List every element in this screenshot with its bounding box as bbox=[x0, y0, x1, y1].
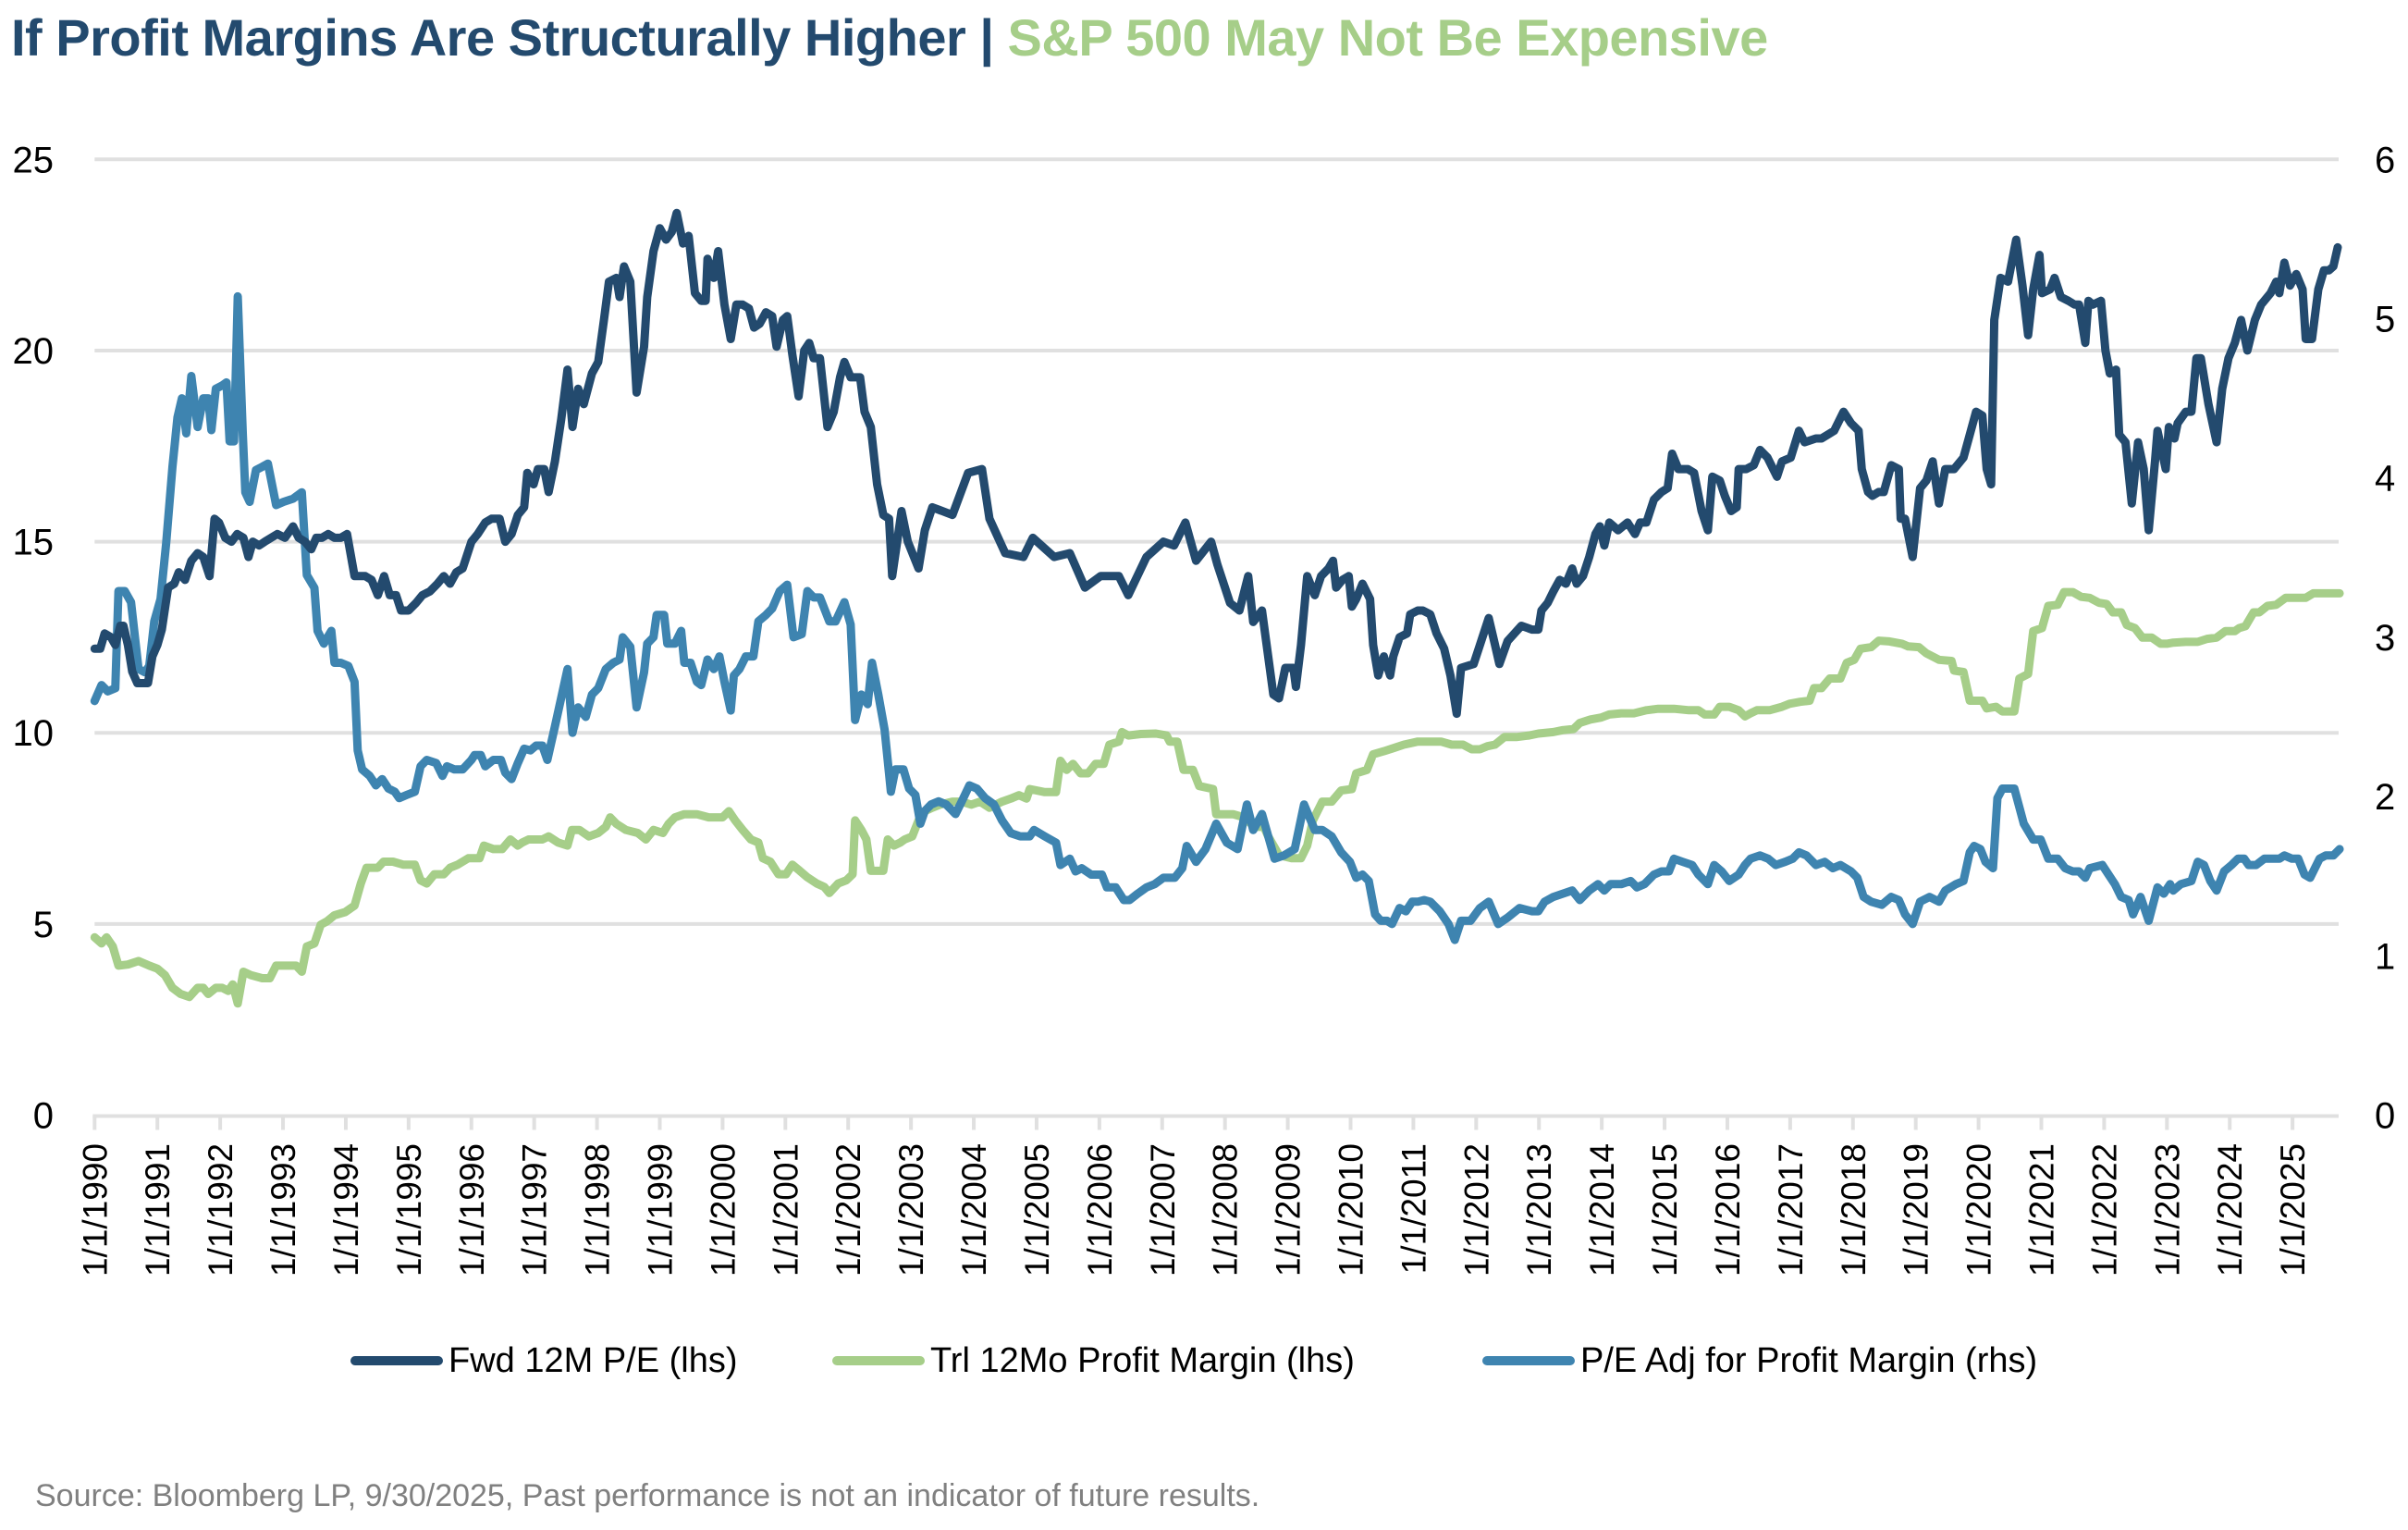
x-tick-label: 1/1/1992 bbox=[202, 1143, 240, 1277]
x-tick-label: 1/1/1990 bbox=[76, 1143, 114, 1277]
y-tick-label-left: 5 bbox=[33, 905, 54, 945]
y-tick-label-left: 10 bbox=[13, 713, 55, 754]
x-tick-label: 1/1/2009 bbox=[1270, 1143, 1308, 1277]
x-tick-label: 1/1/2019 bbox=[1898, 1143, 1935, 1277]
x-tick-label: 1/1/2011 bbox=[1394, 1143, 1432, 1274]
y-axis-right: 0 1 2 3 4 5 6 bbox=[2375, 140, 2395, 1136]
x-axis bbox=[92, 1114, 2339, 1130]
legend-label-fwd-pe: Fwd 12M P/E (lhs) bbox=[448, 1340, 738, 1380]
y-tick-label-right: 3 bbox=[2375, 618, 2395, 659]
x-tick-label: 1/1/1996 bbox=[453, 1143, 491, 1277]
x-tick-label: 1/1/2005 bbox=[1018, 1143, 1056, 1277]
legend-swatch-pe-adj bbox=[1482, 1356, 1575, 1365]
y-tick-label-right: 6 bbox=[2375, 140, 2395, 180]
y-tick-label-right: 1 bbox=[2375, 936, 2395, 977]
source-note: Source: Bloomberg LP, 9/30/2025, Past pe… bbox=[35, 1478, 1260, 1513]
legend-swatch-fwd-pe bbox=[350, 1356, 443, 1365]
legend-item-profit-margin: Trl 12Mo Profit Margin (lhs) bbox=[832, 1338, 1355, 1384]
x-tick-label: 1/1/2015 bbox=[1646, 1143, 1684, 1277]
x-tick-label: 1/1/1993 bbox=[264, 1143, 302, 1277]
legend-item-fwd-pe: Fwd 12M P/E (lhs) bbox=[350, 1338, 738, 1384]
gridlines bbox=[94, 157, 2339, 926]
x-tick-label: 1/1/2018 bbox=[1835, 1143, 1873, 1277]
legend-swatch-profit-margin bbox=[832, 1356, 925, 1365]
y-tick-label-right: 5 bbox=[2375, 300, 2395, 340]
x-tick-label: 1/1/1994 bbox=[327, 1143, 365, 1277]
x-tick-label: 1/1/2001 bbox=[767, 1143, 805, 1277]
x-tick-label: 1/1/2021 bbox=[2023, 1143, 2061, 1277]
x-tick-label: 1/1/1998 bbox=[579, 1143, 617, 1277]
y-axis-left: 0 5 10 15 20 25 bbox=[13, 140, 55, 1136]
chart-title-subtitle: S&P 500 May Not Be Expensive bbox=[1007, 8, 1769, 67]
x-tick-label: 1/1/2004 bbox=[955, 1143, 993, 1277]
x-tick-label: 1/1/2020 bbox=[1960, 1143, 1998, 1277]
x-tick-label: 1/1/2023 bbox=[2148, 1143, 2186, 1277]
x-tick-label: 1/1/2022 bbox=[2085, 1143, 2123, 1277]
x-tick-label: 1/1/2010 bbox=[1333, 1143, 1370, 1277]
x-tick-label: 1/1/2003 bbox=[892, 1143, 930, 1277]
x-tick-label: 1/1/2008 bbox=[1207, 1143, 1245, 1277]
x-tick-label: 1/1/2007 bbox=[1144, 1143, 1182, 1277]
y-tick-label-right: 4 bbox=[2375, 459, 2395, 500]
x-tick-label: 1/1/2014 bbox=[1583, 1143, 1621, 1277]
y-tick-label-left: 20 bbox=[13, 331, 55, 372]
x-tick-label: 1/1/2012 bbox=[1457, 1143, 1495, 1277]
x-tick-label: 1/1/1997 bbox=[516, 1143, 554, 1277]
legend-label-pe-adj: P/E Adj for Profit Margin (rhs) bbox=[1580, 1340, 2038, 1380]
chart-title-main: If Profit Margins Are Structurally Highe… bbox=[11, 8, 1008, 67]
legend-label-profit-margin: Trl 12Mo Profit Margin (lhs) bbox=[930, 1340, 1355, 1380]
x-tick-label: 1/1/2024 bbox=[2211, 1143, 2249, 1277]
x-tick-label: 1/1/1991 bbox=[139, 1143, 177, 1277]
chart-title: If Profit Margins Are Structurally Highe… bbox=[11, 7, 1768, 68]
x-tick-label: 1/1/1999 bbox=[641, 1143, 679, 1277]
y-tick-label-left: 15 bbox=[13, 523, 55, 563]
y-tick-label-right: 0 bbox=[2375, 1096, 2395, 1137]
chart-legend: Fwd 12M P/E (lhs) Trl 12Mo Profit Margin… bbox=[0, 1338, 2408, 1384]
x-tick-label: 1/1/2025 bbox=[2274, 1143, 2312, 1277]
series-lines bbox=[90, 208, 2344, 1008]
series-line-pe-adj bbox=[90, 291, 2344, 944]
series-line-fwd-pe bbox=[90, 208, 2342, 719]
y-tick-label-left: 0 bbox=[33, 1096, 54, 1137]
x-tick-label: 1/1/2016 bbox=[1709, 1143, 1747, 1277]
legend-item-pe-adj: P/E Adj for Profit Margin (rhs) bbox=[1482, 1338, 2037, 1384]
x-tick-label: 1/1/1995 bbox=[390, 1143, 428, 1277]
series-line-profit-margin bbox=[90, 587, 2344, 1008]
x-tick-label: 1/1/2006 bbox=[1081, 1143, 1119, 1277]
y-tick-label-left: 25 bbox=[13, 140, 55, 180]
x-tick-label: 1/1/2013 bbox=[1520, 1143, 1558, 1277]
x-tick-label: 1/1/2000 bbox=[704, 1143, 742, 1277]
x-axis-tick-labels: 1/1/1990 1/1/1991 1/1/1992 1/1/1993 1/1/1994… bbox=[76, 1143, 2312, 1277]
x-tick-label: 1/1/2017 bbox=[1772, 1143, 1810, 1277]
y-tick-label-right: 2 bbox=[2375, 777, 2395, 818]
x-tick-label: 1/1/2002 bbox=[829, 1143, 867, 1277]
